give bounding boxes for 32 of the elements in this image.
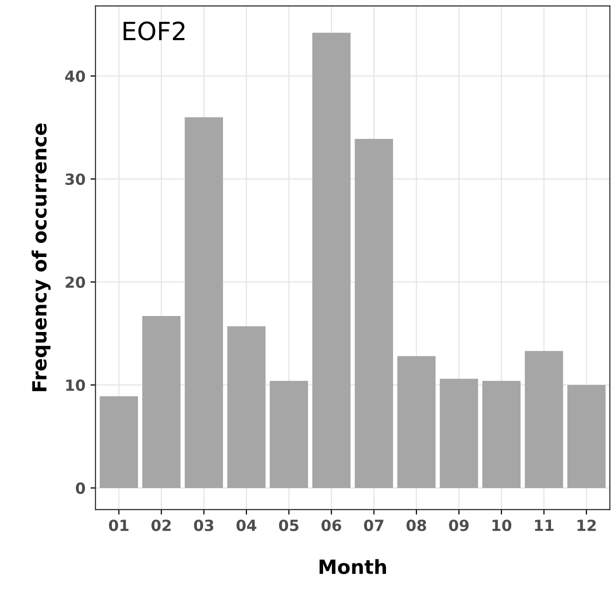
y-tick-label: 10 [66,379,86,391]
bar [142,316,180,488]
bar [184,117,224,488]
x-tick-label: 10 [492,520,512,532]
bar [567,384,606,488]
x-tick-label: 01 [108,520,128,532]
bar [354,138,394,488]
y-axis-title: Frequency of occurrence [32,124,51,392]
x-tick-label: 08 [406,520,426,532]
annotation: EOF2 [124,22,184,40]
x-tick-label: 12 [578,520,596,531]
bar [312,32,351,488]
bar [227,326,266,488]
x-tick-label: 03 [194,520,214,532]
bar [397,356,436,488]
x-tick-label: 02 [151,520,171,532]
y-tick-label: 40 [65,70,86,82]
bar [100,396,138,488]
y-tick-label: 0 [76,482,86,494]
x-tick-label: 04 [236,520,256,532]
bar [482,380,521,488]
y-tick-label: 20 [66,276,86,288]
x-tick-label: 05 [278,520,298,532]
bar [440,378,478,488]
bar [524,350,564,488]
y-tick-label: 30 [66,173,86,186]
x-tick-label: 11 [535,520,554,531]
x-axis-title: Month [320,559,386,574]
x-tick-label: 09 [449,520,469,532]
x-tick-label: 07 [364,520,384,532]
x-tick-label: 06 [322,520,342,532]
bar [270,380,308,488]
